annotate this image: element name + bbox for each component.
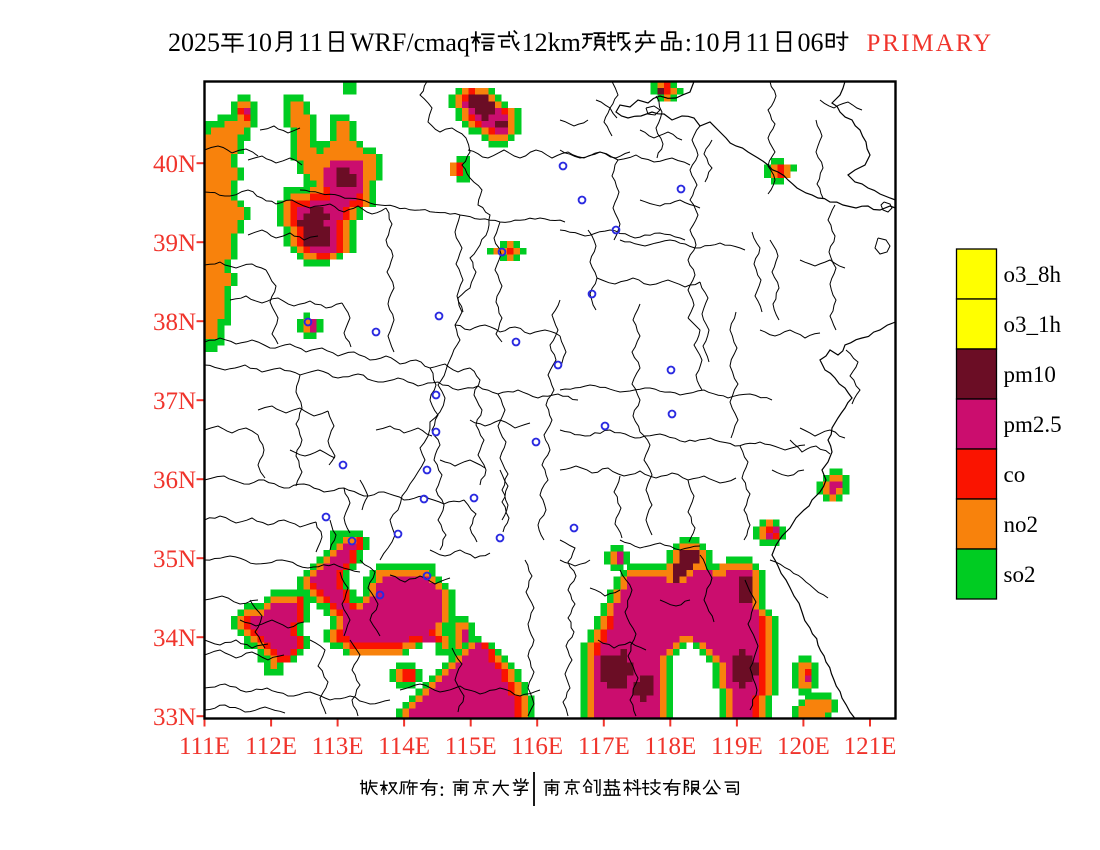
svg-text:11: 11 <box>746 28 771 57</box>
svg-text:pm10: pm10 <box>1004 362 1056 387</box>
svg-text:o3_8h: o3_8h <box>1004 262 1062 287</box>
svg-text:121E: 121E <box>844 733 897 760</box>
svg-text:38N: 38N <box>153 309 196 336</box>
svg-text:pm2.5: pm2.5 <box>1004 412 1062 437</box>
svg-text::: : <box>439 777 445 801</box>
svg-text:37N: 37N <box>153 388 196 415</box>
svg-text:33N: 33N <box>153 704 196 731</box>
svg-text::: : <box>685 28 692 57</box>
svg-text:114E: 114E <box>378 733 430 760</box>
svg-text:34N: 34N <box>153 625 196 652</box>
svg-text:111E: 111E <box>179 733 230 760</box>
svg-text:113E: 113E <box>312 733 364 760</box>
svg-text:35N: 35N <box>153 546 196 573</box>
svg-text:119E: 119E <box>711 733 763 760</box>
svg-text:WRF/cmaq: WRF/cmaq <box>350 28 470 57</box>
svg-text:116E: 116E <box>511 733 563 760</box>
svg-text:10: 10 <box>694 28 720 57</box>
svg-text:112E: 112E <box>245 733 297 760</box>
svg-text:2025: 2025 <box>168 28 220 57</box>
svg-text:39N: 39N <box>153 230 196 257</box>
svg-text:so2: so2 <box>1004 562 1036 587</box>
svg-text:no2: no2 <box>1004 512 1039 537</box>
svg-text:40N: 40N <box>153 151 196 178</box>
svg-text:11: 11 <box>298 28 323 57</box>
svg-text:o3_1h: o3_1h <box>1004 312 1062 337</box>
svg-text:06: 06 <box>798 28 824 57</box>
svg-text:co: co <box>1004 462 1026 487</box>
svg-text:10: 10 <box>246 28 272 57</box>
svg-text:36N: 36N <box>153 467 196 494</box>
svg-text:120E: 120E <box>777 733 830 760</box>
svg-text:PRIMARY: PRIMARY <box>867 30 994 57</box>
svg-text:117E: 117E <box>578 733 630 760</box>
svg-text:115E: 115E <box>445 733 497 760</box>
svg-text:12km: 12km <box>522 28 581 57</box>
svg-text:118E: 118E <box>644 733 696 760</box>
